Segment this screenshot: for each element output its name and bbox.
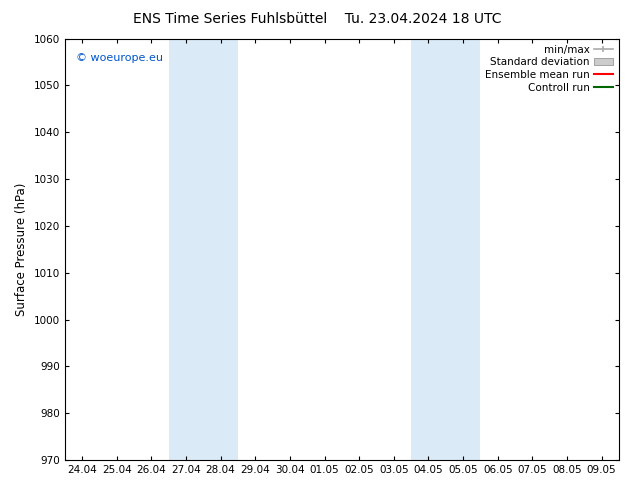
Bar xyxy=(411,39,481,460)
Text: © woeurope.eu: © woeurope.eu xyxy=(75,53,163,63)
Text: ENS Time Series Fuhlsbüttel    Tu. 23.04.2024 18 UTC: ENS Time Series Fuhlsbüttel Tu. 23.04.20… xyxy=(133,12,501,26)
Legend: min/max, Standard deviation, Ensemble mean run, Controll run: min/max, Standard deviation, Ensemble me… xyxy=(481,41,617,97)
Bar xyxy=(169,39,238,460)
Y-axis label: Surface Pressure (hPa): Surface Pressure (hPa) xyxy=(15,183,28,316)
